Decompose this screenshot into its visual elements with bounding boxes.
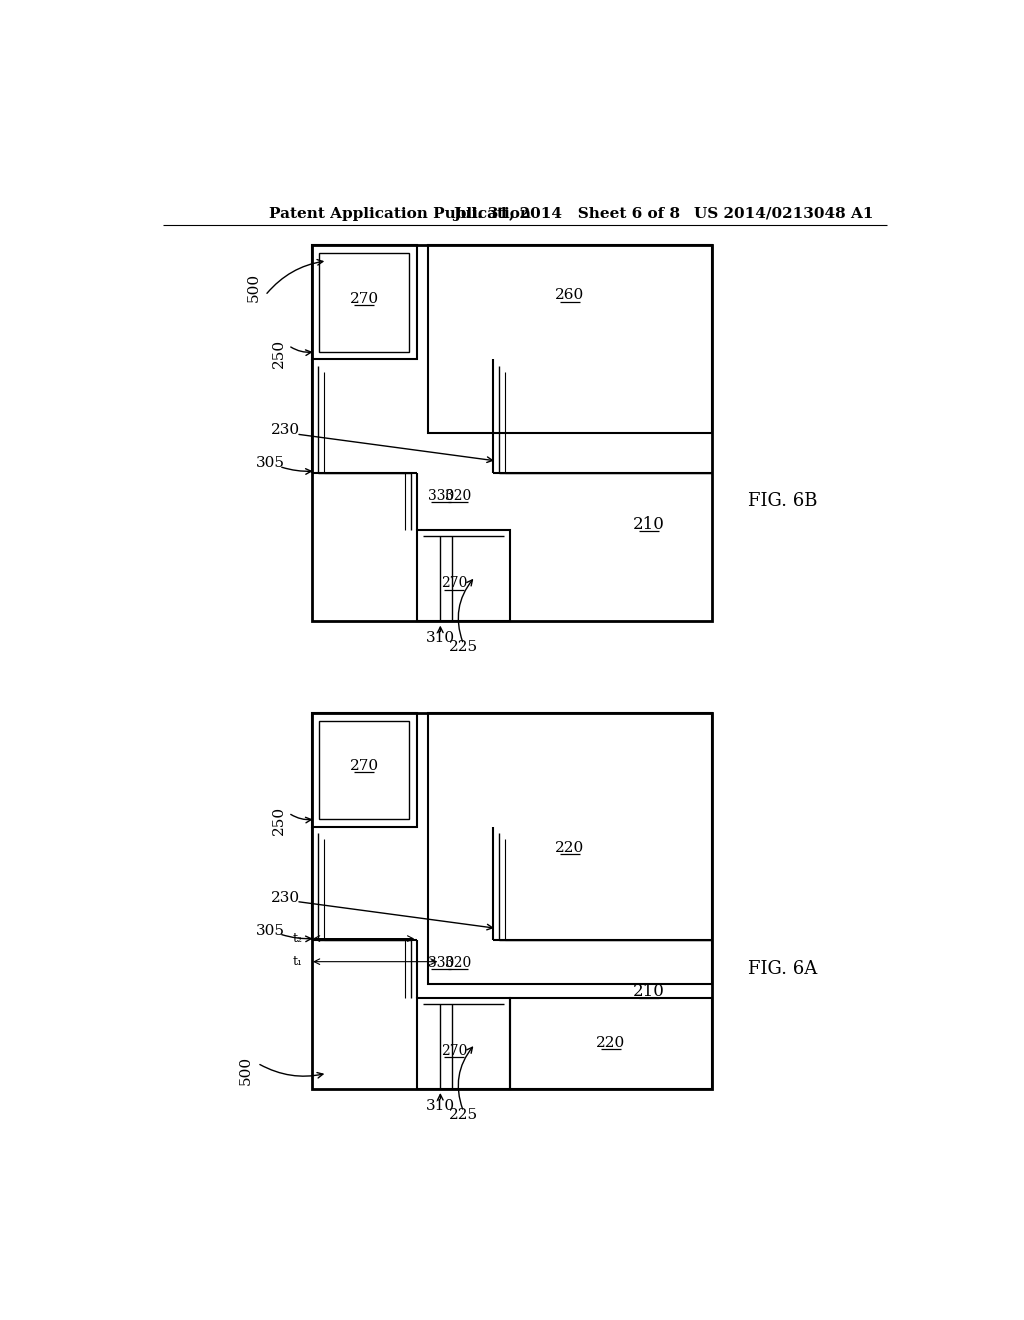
Text: 270: 270 [350, 292, 379, 305]
Text: 310: 310 [426, 631, 455, 645]
Bar [417, 998, 510, 1089]
Text: FIG. 6B: FIG. 6B [748, 492, 817, 511]
Text: 305: 305 [256, 924, 285, 937]
Bar [428, 246, 712, 433]
Text: t₁: t₁ [293, 956, 302, 968]
Text: 310: 310 [426, 1098, 455, 1113]
Text: 330: 330 [428, 488, 455, 503]
Bar [428, 713, 712, 983]
Text: FIG. 6A: FIG. 6A [748, 960, 817, 978]
Text: 250: 250 [272, 339, 286, 368]
Bar [311, 246, 712, 622]
Text: 220: 220 [555, 841, 585, 855]
Text: 500: 500 [247, 273, 260, 302]
Text: 230: 230 [271, 424, 300, 437]
Text: Jul. 31, 2014   Sheet 6 of 8: Jul. 31, 2014 Sheet 6 of 8 [454, 207, 681, 220]
Bar [311, 713, 712, 1089]
Text: 210: 210 [633, 516, 665, 533]
Text: 500: 500 [239, 1056, 253, 1085]
Text: 225: 225 [449, 640, 478, 655]
Text: 210: 210 [633, 983, 665, 1001]
Text: Patent Application Publication: Patent Application Publication [269, 207, 531, 220]
Text: 320: 320 [445, 488, 471, 503]
Text: t₂: t₂ [293, 932, 302, 945]
Text: 260: 260 [555, 289, 585, 302]
Text: 320: 320 [445, 956, 471, 970]
Text: 230: 230 [271, 891, 300, 904]
Text: US 2014/0213048 A1: US 2014/0213048 A1 [693, 207, 873, 220]
Bar [319, 253, 410, 351]
Bar [510, 998, 712, 1089]
Text: 270: 270 [350, 759, 379, 774]
Text: 330: 330 [428, 956, 455, 970]
Bar [311, 246, 417, 359]
Text: 220: 220 [596, 1036, 626, 1051]
Bar [311, 713, 417, 826]
Text: 250: 250 [272, 807, 286, 836]
Text: 305: 305 [256, 457, 285, 470]
Bar [319, 721, 410, 818]
Text: 225: 225 [449, 1107, 478, 1122]
Bar [417, 531, 510, 622]
Text: 270: 270 [441, 577, 468, 590]
Text: 270: 270 [441, 1044, 468, 1057]
